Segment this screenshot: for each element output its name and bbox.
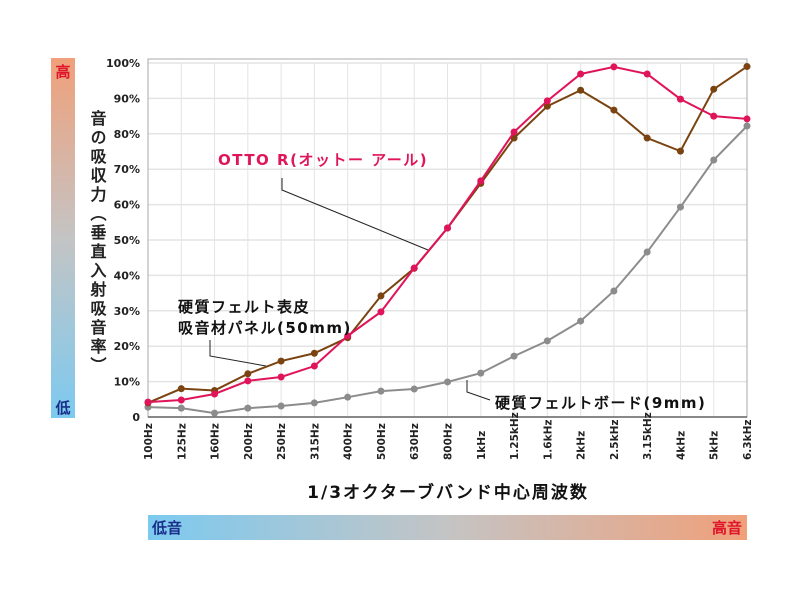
- y-tick-label: 50%: [114, 234, 140, 247]
- data-point: [377, 292, 385, 300]
- x-tick-label: 400Hz: [343, 423, 355, 460]
- x-scale-high: 高音: [712, 519, 742, 537]
- data-point: [344, 332, 352, 340]
- x-tick-label: 1.6kHz: [542, 420, 554, 460]
- data-point: [244, 370, 252, 378]
- data-point: [310, 349, 318, 357]
- data-point: [510, 352, 518, 360]
- data-point: [444, 378, 451, 386]
- y-tick-label: 80%: [114, 128, 140, 141]
- y-scale-bar: [51, 58, 75, 418]
- x-tick-label: 3.15kHz: [642, 412, 654, 460]
- data-point: [244, 377, 252, 385]
- series-2: [144, 122, 751, 417]
- x-tick-label: 500Hz: [376, 423, 388, 460]
- data-point: [543, 97, 551, 105]
- data-point: [676, 147, 684, 155]
- data-point: [277, 402, 285, 410]
- data-point: [743, 63, 751, 71]
- data-point: [676, 95, 684, 103]
- y-tick-label: 0: [132, 411, 140, 424]
- data-point: [610, 287, 618, 295]
- y-scale-low: 低: [54, 399, 70, 417]
- y-axis-label: 音の吸収力（垂直入射吸音率）: [88, 109, 108, 376]
- x-scale-bar: [148, 515, 747, 540]
- data-point: [177, 396, 185, 404]
- data-point: [577, 86, 585, 94]
- data-point: [510, 128, 518, 136]
- label-felt-board: 硬質フェルトボード(9mm): [495, 394, 706, 412]
- data-point: [577, 70, 585, 78]
- x-tick-label: 1kHz: [476, 431, 488, 460]
- data-point: [610, 63, 618, 71]
- data-point: [377, 387, 385, 395]
- x-tick-label: 2kHz: [576, 431, 588, 460]
- x-tick-label: 630Hz: [409, 423, 421, 460]
- data-point: [310, 362, 318, 370]
- x-tick-label: 125Hz: [176, 423, 188, 460]
- x-scale-low: 低音: [151, 519, 182, 537]
- data-point: [211, 390, 219, 398]
- data-point: [444, 224, 451, 232]
- x-tick-label: 2.5kHz: [609, 420, 621, 460]
- x-tick-label: 160Hz: [210, 423, 222, 460]
- data-point: [743, 122, 751, 130]
- data-point: [277, 357, 285, 365]
- leader-felt-board: [466, 380, 491, 401]
- data-point: [477, 369, 485, 377]
- x-tick-label: 5kHz: [709, 431, 721, 460]
- label-felt-panel-line1: 硬質フェルト表皮: [178, 298, 310, 316]
- label-felt-panel-line2: 吸音材パネル(50mm): [178, 319, 352, 337]
- y-tick-label: 70%: [114, 163, 140, 176]
- x-tick-label: 6.3kHz: [742, 420, 754, 460]
- label-otto-r: OTTO R(オットー アール): [218, 151, 428, 169]
- leader-felt-panel: [209, 340, 267, 367]
- data-point: [144, 398, 152, 406]
- x-axis-label: 1/3オクターブバンド中心周波数: [307, 482, 589, 503]
- data-point: [610, 106, 618, 114]
- x-tick-label: 200Hz: [243, 423, 255, 460]
- x-tick-label: 800Hz: [443, 423, 455, 460]
- y-tick-label: 90%: [114, 92, 140, 105]
- y-tick-label: 60%: [114, 199, 140, 212]
- y-scale-high: 高: [55, 63, 70, 81]
- x-tick-label: 315Hz: [309, 423, 321, 460]
- y-tick-label: 10%: [114, 376, 140, 389]
- y-tick-label: 30%: [114, 305, 140, 318]
- data-point: [310, 399, 318, 407]
- data-point: [577, 317, 585, 325]
- data-point: [277, 373, 285, 381]
- x-tick-label: 100Hz: [143, 423, 155, 460]
- data-point: [211, 409, 219, 417]
- data-point: [410, 385, 418, 393]
- data-point: [344, 393, 352, 401]
- data-point: [743, 115, 751, 123]
- data-point: [643, 248, 651, 256]
- data-point: [244, 404, 252, 412]
- x-tick-label: 4kHz: [675, 431, 687, 460]
- data-point: [377, 308, 385, 316]
- data-point: [710, 156, 718, 164]
- leader-otto-r: [281, 178, 429, 251]
- grid: [147, 58, 748, 418]
- data-point: [177, 404, 185, 412]
- data-point: [543, 337, 551, 345]
- data-point: [543, 102, 551, 110]
- y-tick-label: 20%: [114, 340, 140, 353]
- data-point: [710, 85, 718, 93]
- series-0: [144, 63, 751, 406]
- data-point: [410, 264, 418, 272]
- x-tick-label: 250Hz: [276, 423, 288, 460]
- data-point: [477, 177, 485, 185]
- y-tick-label: 40%: [114, 269, 140, 282]
- data-point: [676, 203, 684, 211]
- data-point: [710, 112, 718, 120]
- data-point: [177, 385, 185, 393]
- x-tick-label: 1.25kHz: [509, 412, 521, 460]
- data-point: [643, 70, 651, 78]
- y-tick-label: 100%: [106, 57, 140, 70]
- data-point: [643, 134, 651, 142]
